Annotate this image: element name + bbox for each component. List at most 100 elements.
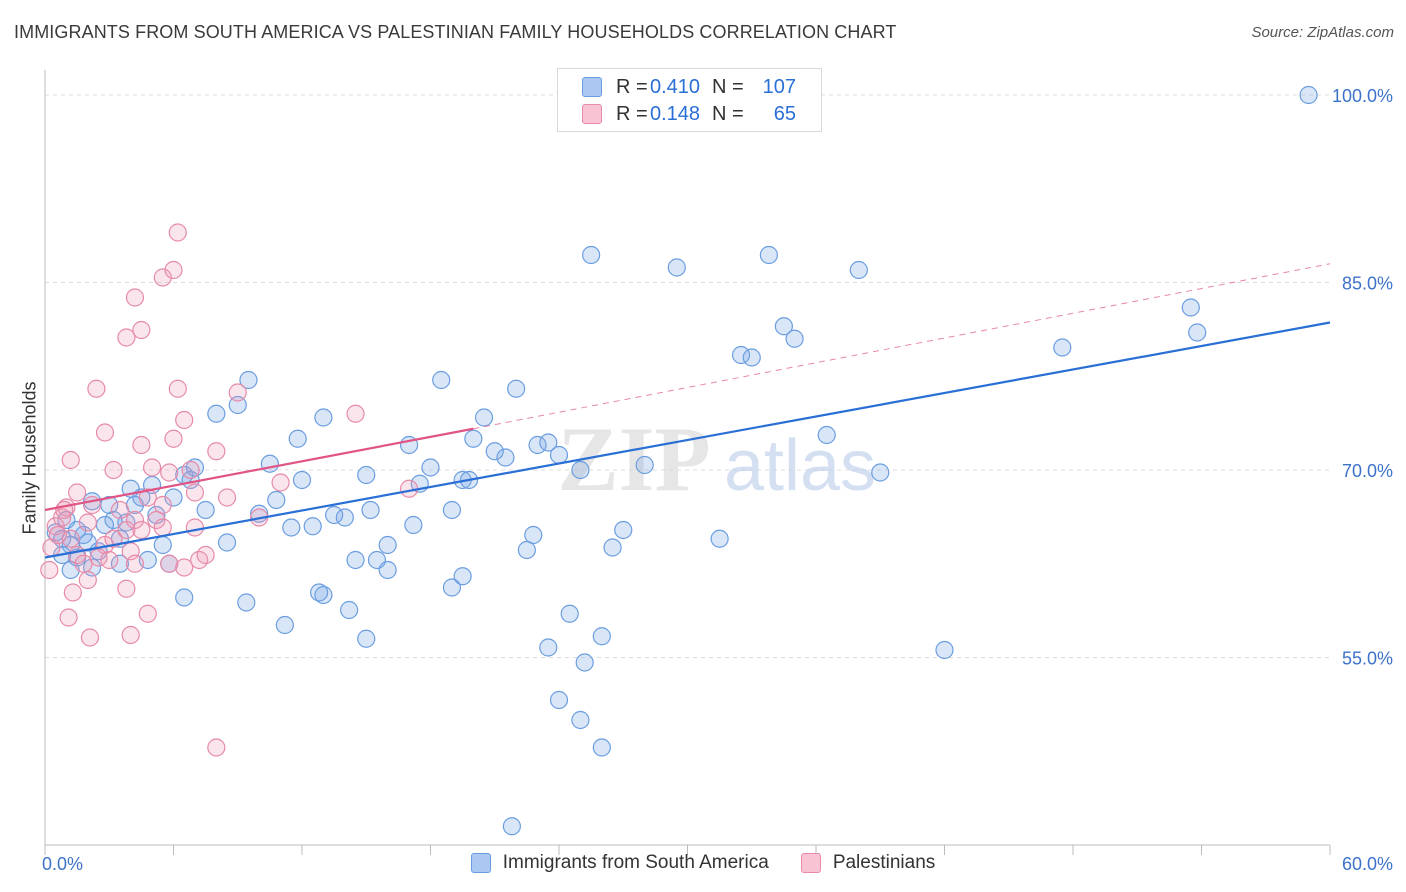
point-south-america — [442, 500, 462, 520]
legend-row-palestinians: R = 0.148 N = 65 — [582, 102, 796, 126]
point-palestinians — [153, 495, 172, 515]
point-palestinians — [68, 483, 87, 502]
point-south-america — [474, 408, 494, 427]
point-south-america — [404, 515, 423, 535]
point-south-america — [110, 554, 130, 573]
point-palestinians — [138, 488, 157, 507]
point-south-america — [614, 520, 633, 540]
point-south-america — [292, 470, 312, 490]
point-palestinians — [346, 404, 365, 423]
point-south-america — [507, 379, 526, 398]
r-label: R = — [616, 102, 648, 125]
point-palestinians — [138, 604, 157, 623]
point-south-america — [357, 465, 376, 485]
trendline-palestinians — [44, 427, 474, 512]
point-palestinians — [228, 383, 247, 402]
point-south-america — [575, 653, 594, 672]
point-south-america — [288, 429, 307, 448]
n-value: 65 — [773, 102, 796, 125]
point-palestinians — [185, 518, 205, 537]
point-south-america — [175, 588, 194, 607]
legend-label: Immigrants from South America — [502, 852, 769, 873]
point-south-america — [935, 640, 954, 660]
point-palestinians — [117, 328, 136, 347]
point-south-america — [217, 533, 237, 552]
point-south-america — [421, 458, 440, 477]
trendline-palestinians-extension — [473, 263, 1331, 430]
point-south-america — [228, 395, 247, 415]
point-palestinians — [207, 738, 226, 757]
point-south-america — [524, 525, 543, 545]
y-tick-label: 100.0% — [1332, 86, 1393, 106]
point-south-america — [1188, 323, 1207, 342]
point-south-america — [340, 600, 359, 620]
series-legend: Immigrants from South America Palestinia… — [0, 852, 1406, 874]
point-palestinians — [164, 260, 183, 280]
n-label: N = — [712, 102, 744, 125]
n-label: N = — [712, 75, 744, 98]
point-south-america — [325, 505, 344, 525]
point-south-america — [759, 245, 778, 265]
point-palestinians — [125, 288, 145, 307]
point-palestinians — [160, 463, 179, 482]
watermark-atlas: atlas — [724, 426, 876, 506]
point-palestinians — [132, 520, 151, 540]
point-south-america — [282, 518, 301, 537]
legend-item-palestinians[interactable]: Palestinians — [800, 852, 935, 874]
point-south-america — [742, 348, 761, 367]
source-label: Source: ZipAtlas.com — [1251, 24, 1394, 41]
point-south-america — [239, 370, 258, 390]
y-tick-label: 70.0% — [1342, 461, 1393, 481]
point-palestinians — [59, 608, 78, 627]
point-palestinians — [164, 429, 183, 448]
point-south-america — [310, 583, 329, 602]
point-south-america — [357, 629, 376, 648]
stats-legend: R = 0.410 N = 107 R = 0.148 N = 65 — [557, 68, 822, 132]
point-palestinians — [132, 320, 151, 340]
point-south-america — [361, 500, 380, 520]
point-south-america — [267, 490, 286, 510]
point-south-america — [785, 329, 804, 348]
legend-row-south-america: R = 0.410 N = 107 — [582, 75, 796, 99]
point-palestinians — [78, 513, 97, 532]
point-palestinians — [125, 510, 145, 530]
point-south-america — [485, 442, 504, 461]
point-south-america — [260, 454, 279, 473]
r-label: R = — [616, 75, 648, 98]
point-south-america — [549, 690, 569, 710]
point-south-america — [1181, 298, 1200, 317]
point-south-america — [539, 638, 558, 657]
point-palestinians — [63, 583, 82, 602]
point-south-america — [335, 508, 354, 527]
point-palestinians — [125, 554, 145, 573]
legend-item-south-america[interactable]: Immigrants from South America — [470, 852, 769, 874]
chart-title: IMMIGRANTS FROM SOUTH AMERICA VS PALESTI… — [14, 22, 897, 42]
point-south-america — [560, 604, 579, 623]
point-south-america — [667, 258, 686, 277]
trendline-south-america — [44, 321, 1331, 559]
point-palestinians — [147, 510, 166, 530]
r-value: 0.148 — [650, 102, 701, 125]
point-south-america — [378, 535, 397, 555]
legend-swatch-blue — [582, 77, 602, 97]
point-palestinians — [185, 483, 205, 502]
n-value: 107 — [762, 75, 796, 98]
point-south-america — [164, 488, 183, 507]
point-south-america — [237, 593, 256, 612]
point-south-america — [502, 817, 521, 836]
point-south-america — [432, 370, 451, 390]
point-south-america — [464, 429, 483, 448]
legend-swatch-pink — [800, 853, 821, 873]
point-south-america — [549, 445, 569, 465]
point-palestinians — [48, 525, 67, 545]
point-palestinians — [87, 379, 106, 398]
point-palestinians — [80, 628, 100, 647]
x-tick-label: 60.0% — [1342, 854, 1393, 874]
legend-swatch-pink — [582, 104, 602, 124]
x-tick-label: 0.0% — [42, 854, 83, 874]
point-palestinians — [217, 488, 237, 507]
point-south-america — [710, 529, 729, 548]
point-south-america — [346, 550, 365, 570]
point-palestinians — [153, 268, 172, 287]
